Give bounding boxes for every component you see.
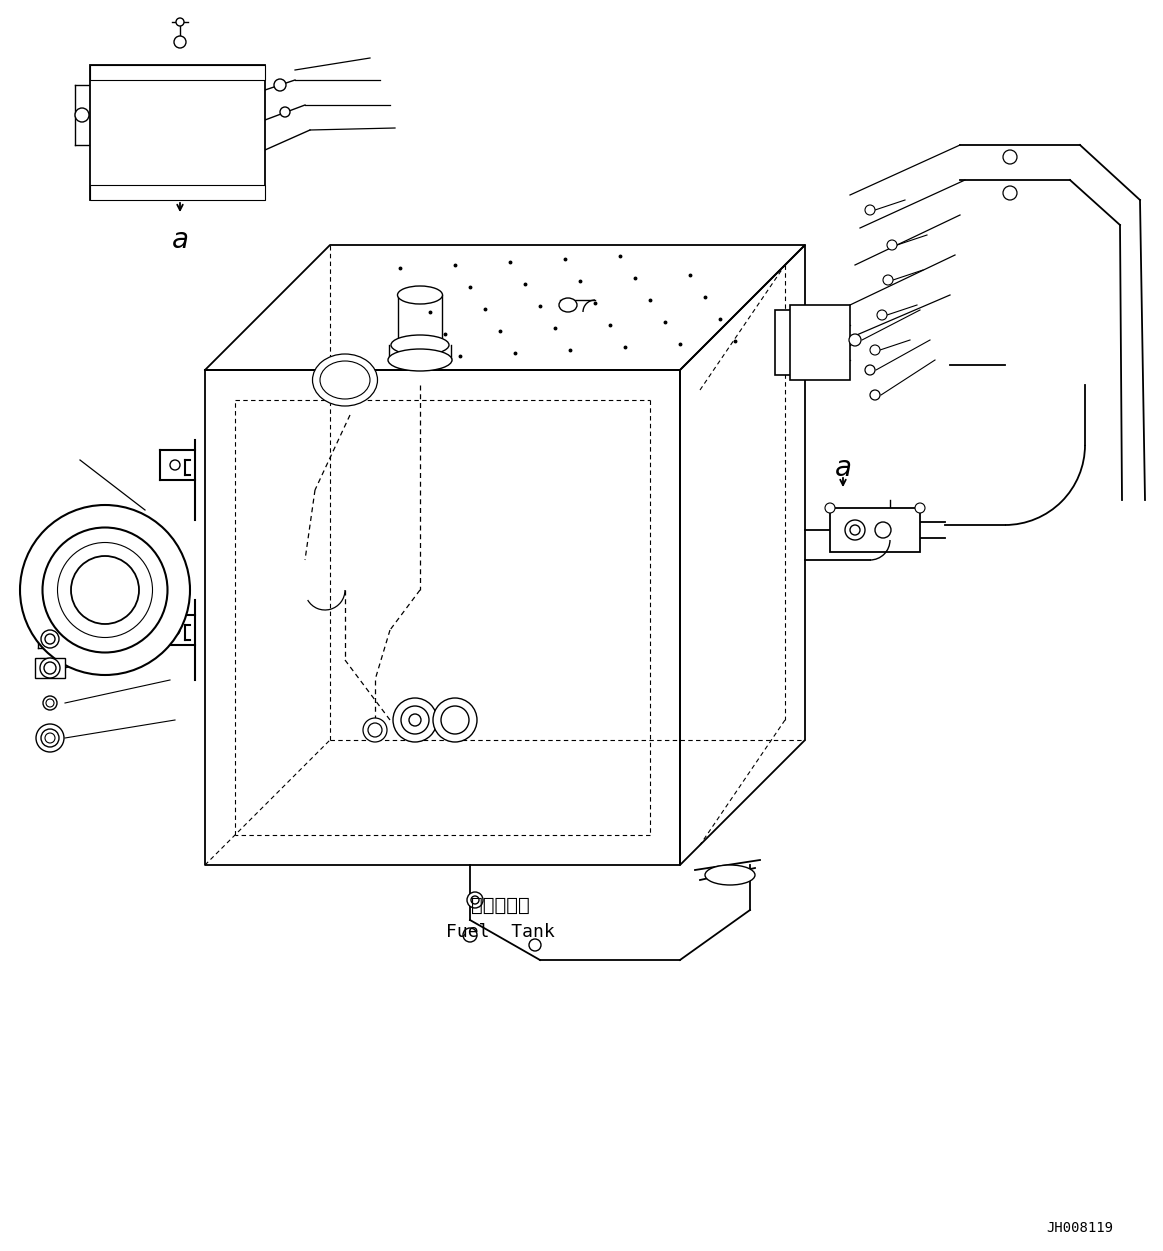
Circle shape (529, 940, 541, 951)
Circle shape (36, 724, 64, 752)
Circle shape (174, 36, 186, 48)
Bar (90, 65, 265, 80)
Circle shape (409, 714, 421, 726)
Circle shape (45, 733, 55, 743)
Circle shape (875, 522, 891, 538)
Circle shape (45, 634, 55, 644)
Circle shape (846, 520, 865, 540)
Circle shape (1003, 150, 1016, 164)
Circle shape (41, 631, 59, 648)
Circle shape (825, 503, 835, 513)
Circle shape (44, 662, 56, 674)
Circle shape (74, 108, 90, 123)
Ellipse shape (71, 555, 140, 624)
Bar (830, 508, 920, 552)
Ellipse shape (43, 528, 167, 653)
Ellipse shape (398, 286, 442, 304)
Circle shape (865, 365, 875, 375)
Ellipse shape (320, 362, 370, 399)
Ellipse shape (388, 349, 452, 372)
Ellipse shape (705, 864, 755, 884)
Bar (90, 65, 265, 200)
Circle shape (915, 503, 925, 513)
Circle shape (468, 892, 483, 908)
Circle shape (463, 928, 477, 942)
Circle shape (176, 18, 184, 26)
Ellipse shape (391, 335, 449, 355)
Circle shape (471, 896, 479, 904)
Circle shape (887, 240, 897, 250)
Bar (35, 658, 65, 678)
Circle shape (865, 205, 875, 215)
Ellipse shape (20, 505, 190, 676)
Circle shape (433, 698, 477, 742)
Text: 燃料タンク: 燃料タンク (471, 896, 529, 914)
Ellipse shape (313, 354, 378, 407)
Text: Fuel  Tank: Fuel Tank (445, 923, 555, 941)
Circle shape (441, 706, 469, 734)
Circle shape (870, 390, 880, 400)
Circle shape (170, 460, 180, 470)
Ellipse shape (559, 298, 577, 311)
Circle shape (393, 698, 437, 742)
Circle shape (274, 79, 286, 91)
Circle shape (849, 334, 861, 347)
Circle shape (850, 525, 859, 535)
Circle shape (363, 718, 387, 742)
Bar (790, 305, 850, 380)
Circle shape (870, 345, 880, 355)
Circle shape (877, 310, 887, 320)
Ellipse shape (398, 338, 442, 352)
Circle shape (47, 699, 53, 707)
Circle shape (41, 729, 59, 747)
Text: a: a (835, 454, 851, 482)
Text: a: a (171, 226, 188, 254)
Circle shape (368, 723, 381, 737)
Bar (775, 310, 825, 375)
Bar (90, 185, 265, 200)
Circle shape (43, 696, 57, 711)
Circle shape (170, 626, 180, 636)
Circle shape (1003, 186, 1016, 200)
Circle shape (280, 108, 290, 118)
Circle shape (40, 658, 60, 678)
Circle shape (401, 706, 429, 734)
Ellipse shape (57, 543, 152, 638)
Circle shape (883, 275, 893, 285)
Text: JH008119: JH008119 (1047, 1221, 1113, 1235)
